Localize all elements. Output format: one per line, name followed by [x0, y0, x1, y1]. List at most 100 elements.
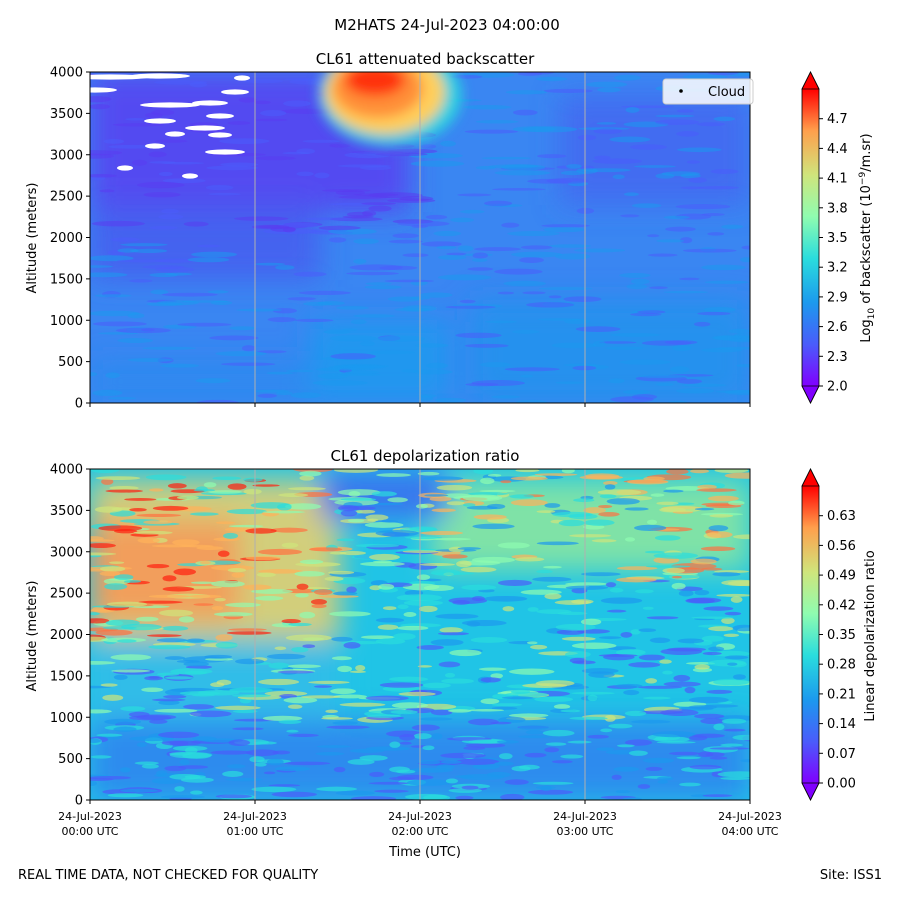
noise-streak: [177, 322, 232, 327]
missing-data-patch: [234, 75, 250, 81]
noise-streak: [565, 585, 609, 590]
backscatter-x-ticks: [89, 403, 751, 407]
noise-streak: [558, 519, 586, 527]
noise-streak: [422, 745, 435, 751]
noise-streak: [364, 522, 404, 528]
noise-streak: [326, 725, 370, 729]
noise-streak: [435, 613, 479, 619]
noise-streak: [203, 482, 217, 488]
noise-streak: [299, 475, 315, 481]
y-tick-label: 1500: [50, 272, 83, 287]
noise-streak: [709, 756, 728, 760]
noise-streak: [724, 472, 750, 479]
noise-streak: [534, 473, 578, 477]
noise-streak: [624, 507, 649, 511]
noise-streak: [536, 541, 579, 546]
noise-streak: [708, 525, 729, 532]
noise-streak: [513, 109, 538, 116]
colorbar-tick-label: 4.4: [827, 142, 848, 157]
noise-streak: [136, 616, 159, 622]
noise-streak: [220, 162, 259, 167]
noise-streak: [416, 574, 431, 581]
noise-streak: [643, 696, 671, 700]
noise-streak: [599, 494, 617, 499]
noise-streak: [113, 726, 137, 732]
noise-streak: [143, 191, 181, 198]
y-tick-label: 2000: [50, 628, 83, 643]
noise-streak: [169, 752, 192, 756]
noise-streak: [596, 747, 615, 751]
noise-streak: [187, 257, 230, 263]
noise-streak: [664, 340, 698, 345]
noise-streak: [624, 537, 636, 542]
noise-streak: [160, 795, 206, 799]
noise-streak: [388, 676, 429, 682]
noise-streak: [616, 744, 635, 748]
noise-streak: [152, 505, 189, 511]
noise-streak: [92, 321, 147, 327]
noise-streak: [525, 730, 544, 735]
y-tick-label: 3000: [50, 148, 83, 163]
noise-streak: [341, 506, 376, 511]
noise-streak: [161, 208, 179, 214]
y-tick-label: 0: [75, 397, 83, 412]
noise-streak: [387, 497, 408, 503]
noise-streak: [654, 535, 681, 541]
noise-streak: [314, 172, 330, 179]
noise-streak: [510, 499, 548, 507]
noise-streak: [174, 786, 185, 792]
noise-streak: [631, 719, 671, 724]
noise-streak: [498, 753, 513, 760]
noise-streak: [243, 488, 262, 495]
noise-streak: [295, 318, 334, 322]
noise-streak: [158, 731, 200, 739]
noise-streak: [708, 626, 734, 632]
noise-streak: [184, 670, 208, 675]
noise-streak: [694, 713, 725, 719]
noise-streak: [713, 116, 736, 122]
noise-streak: [120, 788, 159, 793]
noise-streak: [429, 496, 452, 502]
noise-streak: [473, 469, 494, 475]
noise-streak: [511, 251, 563, 258]
noise-streak: [193, 603, 214, 606]
noise-streak: [449, 649, 482, 657]
noise-streak: [204, 654, 233, 659]
noise-streak: [225, 777, 263, 782]
noise-streak: [316, 745, 351, 748]
noise-streak: [257, 548, 303, 555]
noise-streak: [599, 341, 637, 344]
noise-streak: [723, 728, 746, 732]
noise-streak: [571, 642, 617, 650]
noise-streak: [251, 588, 293, 594]
noise-streak: [216, 679, 232, 686]
noise-streak: [475, 119, 519, 124]
noise-streak: [567, 740, 592, 744]
y-tick-label: 2500: [50, 587, 83, 602]
noise-streak: [689, 764, 722, 770]
noise-streak: [596, 122, 617, 125]
noise-streak: [411, 724, 440, 731]
noise-streak: [290, 392, 322, 399]
noise-streak: [128, 711, 150, 718]
noise-streak: [156, 672, 180, 676]
noise-streak: [549, 244, 592, 248]
noise-streak: [676, 388, 715, 394]
noise-streak: [642, 606, 654, 610]
noise-streak: [102, 694, 124, 701]
noise-streak: [236, 308, 283, 312]
noise-streak: [445, 305, 496, 309]
noise-streak: [90, 150, 123, 156]
noise-streak: [463, 104, 512, 110]
noise-streak: [350, 319, 367, 325]
legend[interactable]: Cloud: [662, 78, 754, 105]
noise-streak: [703, 606, 734, 611]
noise-streak: [369, 553, 400, 561]
noise-streak: [504, 779, 529, 785]
noise-streak: [676, 378, 703, 384]
noise-streak: [151, 698, 186, 702]
noise-streak: [110, 654, 152, 661]
noise-streak: [164, 272, 193, 276]
noise-streak: [164, 765, 187, 772]
noise-streak: [437, 274, 492, 281]
